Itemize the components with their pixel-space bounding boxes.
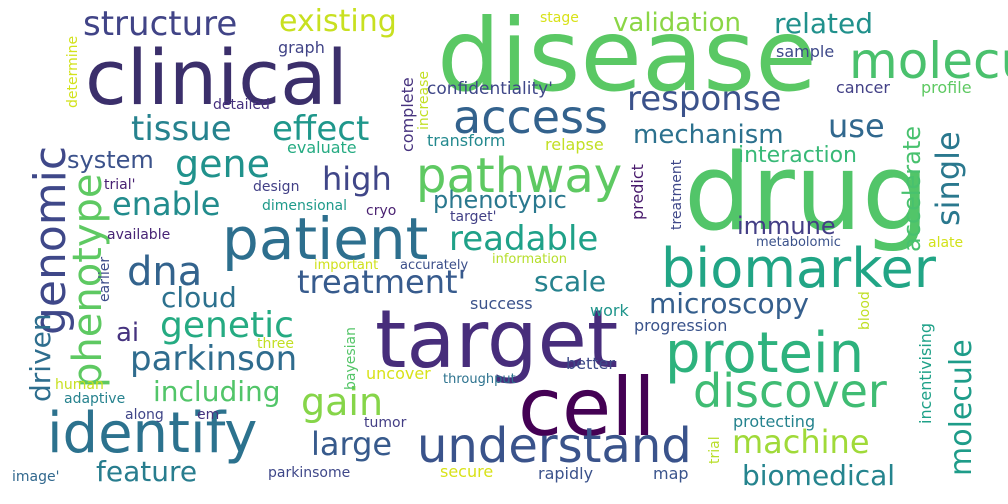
word-phenotypic: phenotypic: [433, 186, 567, 214]
word-protecting: protecting: [733, 412, 816, 431]
word-interaction: interaction: [738, 143, 857, 168]
word-bayesian: bayesian: [343, 327, 359, 390]
word-existing: existing: [279, 4, 397, 39]
word-accurately: accurately: [400, 258, 469, 273]
word-transform: transform: [427, 131, 506, 150]
word-information: information: [492, 252, 568, 267]
word-validation: validation: [613, 8, 742, 38]
word-gain: molecular: [849, 32, 1008, 90]
word-treatment-prime: treatment': [297, 263, 467, 301]
word-predict: predict: [628, 164, 647, 220]
word-increase: increase: [416, 70, 432, 130]
word-rapidly: rapidly: [538, 464, 594, 483]
word-tumor: tumor: [364, 415, 407, 431]
word-large: large: [311, 425, 393, 463]
word-trial-prime: trial': [104, 177, 136, 193]
word-discover: discover: [693, 364, 887, 418]
word-detailed: detailed: [213, 97, 270, 113]
word-identify: identify: [47, 401, 258, 466]
word-human: human: [55, 377, 104, 393]
word-effect: effect: [272, 109, 370, 149]
word-better: better: [566, 354, 615, 373]
word-relapse: relapse: [545, 135, 604, 154]
word-important: important: [314, 258, 379, 273]
word-phenotype: gain: [301, 380, 384, 424]
word-trial: trial: [707, 436, 723, 464]
word-drug: drug: [684, 131, 930, 254]
word-protein: protein: [665, 321, 865, 386]
word-cryo: cryo: [366, 203, 397, 219]
word-progression: progression: [634, 316, 728, 335]
word-earlier: earlier: [97, 256, 113, 302]
word-mechanism: mechanism: [633, 120, 784, 150]
word-work: work: [590, 301, 629, 320]
word-microscopy: microscopy: [649, 287, 809, 320]
word-secure: secure: [440, 462, 494, 481]
word-genetic: genetic: [160, 305, 294, 346]
word-along: along: [125, 407, 164, 423]
word-parkinsome: parkinsome: [268, 465, 351, 481]
word-image-prime: image': [12, 469, 60, 485]
word-clinical: clinical: [85, 33, 348, 122]
word-disease: disease: [437, 0, 817, 114]
word-adaptive: adaptive: [64, 391, 126, 407]
word-patient: patient: [222, 205, 429, 273]
word-dimensional: dimensional: [262, 198, 347, 214]
word-three: three: [257, 336, 295, 352]
word-high: high: [322, 160, 392, 198]
word-use: use: [828, 107, 885, 145]
word-profile: profile: [921, 78, 972, 97]
word-complete: complete: [398, 77, 417, 152]
word-scale: scale: [534, 265, 607, 298]
word-structure: structure: [83, 4, 238, 44]
word-evaluate: evaluate: [287, 138, 357, 157]
word-access: access: [453, 90, 609, 144]
word-molecule: molecule: [944, 339, 979, 476]
word-related: related: [774, 7, 874, 40]
word-gene: gene: [175, 142, 270, 186]
word-map: map: [653, 464, 689, 483]
word-single: single: [929, 131, 967, 226]
word-including: including: [153, 375, 281, 408]
word-readable: readable: [449, 219, 599, 259]
word-parkinson: parkinson: [130, 339, 298, 379]
word-graph: graph: [278, 38, 325, 57]
word-incentivising: incentivising: [916, 322, 935, 424]
word-design: design: [253, 179, 300, 195]
word-biomarker: biomarker: [661, 237, 936, 300]
word-feature: feature: [96, 455, 198, 488]
word-success: success: [470, 294, 533, 313]
word-target-prime: target': [450, 209, 497, 225]
word-sample: sample: [776, 42, 835, 61]
word-enable: enable: [112, 185, 221, 223]
word-treatment: treatment: [669, 159, 685, 230]
word-alate: alate: [928, 235, 964, 251]
word-understand: understand: [417, 418, 692, 474]
word-machine: machine: [732, 423, 870, 461]
word-immune: immune: [737, 212, 836, 240]
word-target: target: [375, 293, 619, 386]
word-available: available: [107, 227, 171, 243]
word-tissue: tissue: [131, 109, 232, 149]
word-throughput: throughput: [443, 372, 516, 387]
word-cell: cell: [518, 361, 656, 454]
word-em: em: [197, 407, 220, 423]
word-ai: ai: [116, 318, 140, 348]
word-blood: blood: [857, 291, 873, 330]
word-biomedical: biomedical: [742, 459, 896, 492]
word-stage: stage: [540, 10, 579, 26]
word-pathway: pathway: [416, 148, 623, 204]
word-system: system: [67, 146, 154, 174]
word-response: response: [627, 79, 782, 119]
word-dna: dna: [127, 249, 203, 295]
word-confidentiality: confidentiality': [427, 79, 553, 99]
word-accelerate: accelerate: [898, 125, 926, 252]
word-determine: determine: [65, 35, 81, 108]
word-cloud: cloud: [161, 281, 237, 314]
word-metabolomic: metabolomic: [756, 235, 841, 250]
word-driven: driven: [24, 313, 57, 402]
word-cancer: cancer: [836, 78, 890, 97]
word-uncover: uncover: [366, 364, 431, 383]
